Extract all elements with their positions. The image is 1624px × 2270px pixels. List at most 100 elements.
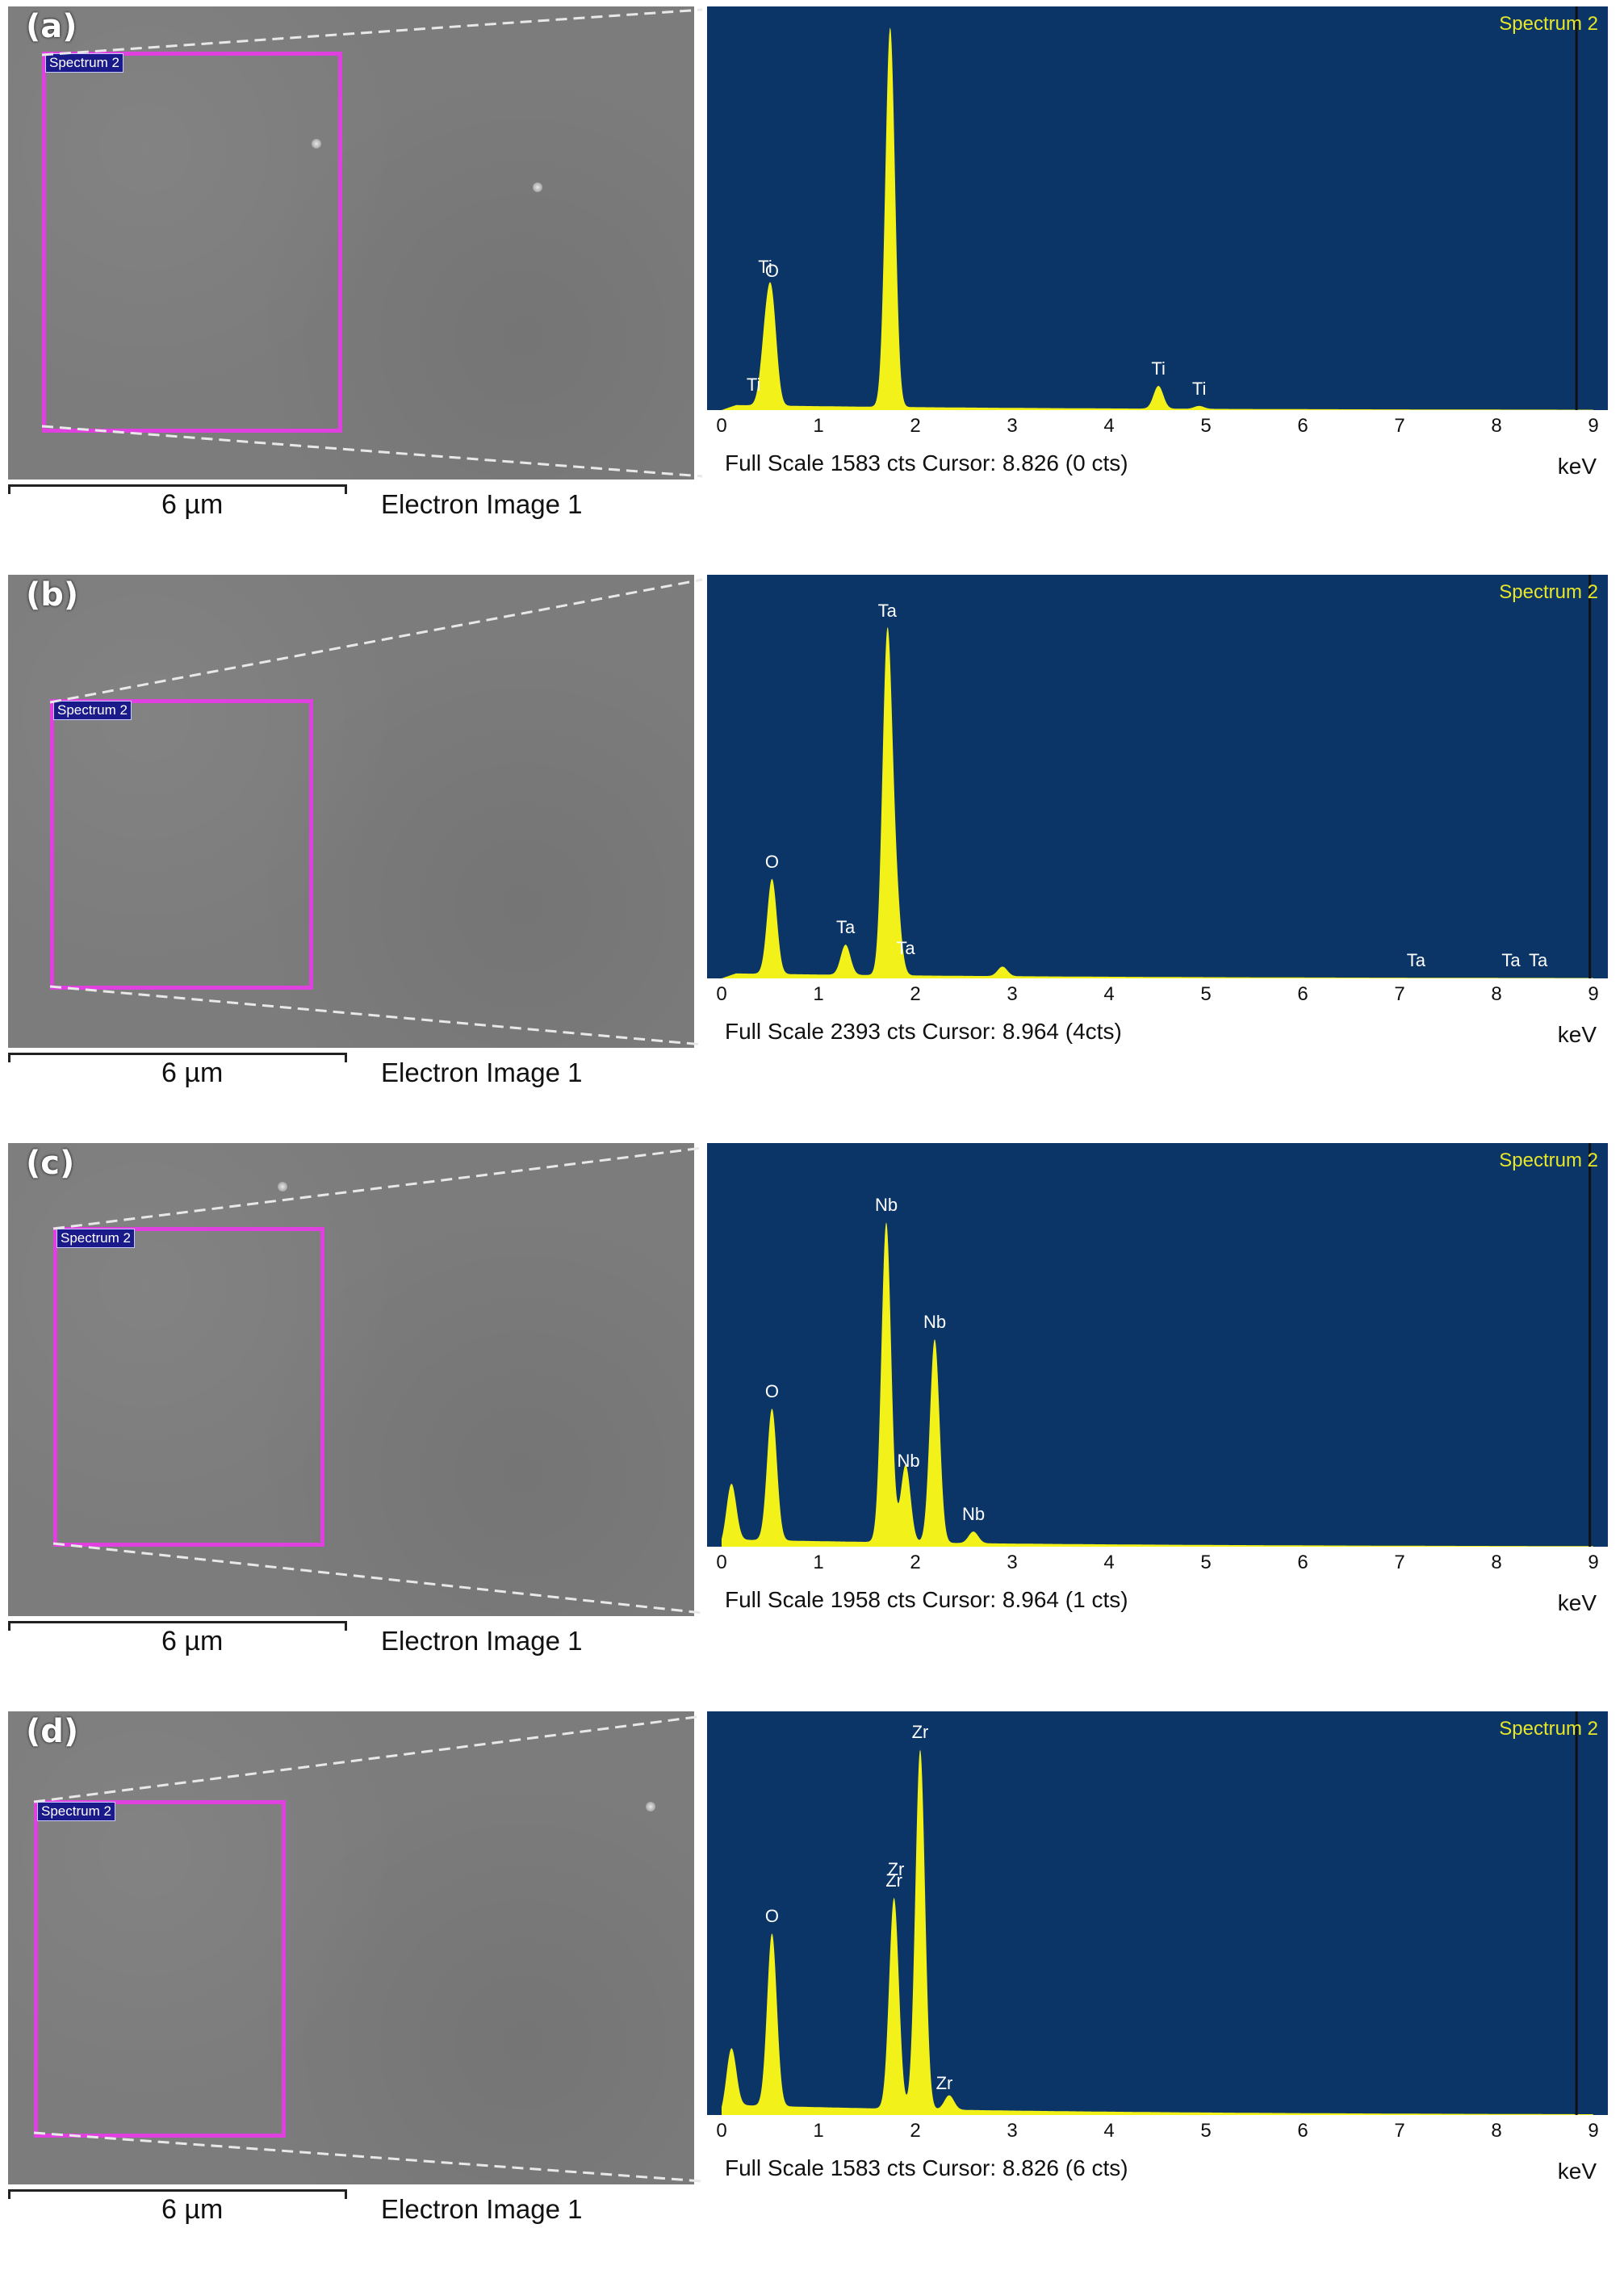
x-tick-label: 2 [910,415,921,437]
scale-bar [8,2189,347,2199]
spectrum-plot [721,6,1594,421]
element-peak-label: Ta [896,938,915,958]
x-tick-label: 4 [1103,415,1115,437]
analysis-region-box[interactable] [34,1800,286,2138]
full-scale-readout: Full Scale 1583 cts Cursor: 8.826 (6 cts… [725,2155,1128,2180]
x-tick-label: 3 [1007,2120,1018,2142]
element-peak-label: O [764,260,779,281]
element-peak-label: Ta [1406,950,1426,971]
x-tick-label: 6 [1297,1552,1308,1573]
x-tick-label: 4 [1103,983,1115,1005]
x-tick-label: 0 [716,1552,727,1573]
sem-image: (d) Spectrum 2 [8,1711,694,2184]
image-caption: Electron Image 1 [381,489,583,519]
x-tick-label: 7 [1394,983,1405,1005]
element-peak-label: Nb [923,1312,947,1333]
x-tick-label: 3 [1007,1552,1018,1573]
element-peak-label: Ta [1501,950,1521,971]
panel-d: (d) Spectrum 2 6 µm Electron Image 1 Spe… [0,1705,1624,2270]
x-tick-label: 9 [1588,983,1599,1005]
x-tick-label: 3 [1007,983,1018,1005]
x-tick-label: 9 [1588,415,1599,437]
x-axis-unit: keV [1557,1590,1597,1615]
image-caption: Electron Image 1 [381,2194,583,2224]
scale-bar-label: 6 µm [161,2194,224,2225]
element-peak-label: Zr [935,2073,953,2094]
x-tick-label: 0 [716,983,727,1005]
panel-c: (c) Spectrum 2 6 µm Electron Image 1 Spe… [0,1137,1624,1702]
full-scale-readout: Full Scale 1583 cts Cursor: 8.826 (0 cts… [725,450,1128,475]
sem-image: (a) Spectrum 2 [8,6,694,480]
particle [646,1802,655,1811]
spectrum-plot [721,1711,1594,2126]
x-tick-label: 6 [1297,415,1308,437]
panel-letter: (b) [26,576,79,614]
spectrum-title: Spectrum 2 [1499,581,1598,603]
scale-bar [8,1053,347,1062]
particle [312,139,321,149]
spectrum-title: Spectrum 2 [1499,1150,1598,1171]
full-scale-readout: Full Scale 1958 cts Cursor: 8.964 (1 cts… [725,1587,1128,1612]
eds-spectrum: Spectrum 2 Full Scale 1583 cts Cursor: 8… [707,6,1608,480]
spectrum-plot [721,1143,1594,1558]
x-tick-label: 6 [1297,983,1308,1005]
x-tick-label: 9 [1588,1552,1599,1573]
sem-image: (c) Spectrum 2 [8,1143,694,1616]
element-peak-label: Nb [874,1195,898,1216]
element-peak-label: Ti [1191,378,1207,399]
element-peak-label: Ta [1528,950,1548,971]
spectrum-area [722,1749,1593,2115]
x-axis-unit: keV [1557,454,1597,479]
x-tick-label: 5 [1200,415,1212,437]
x-axis-area: Full Scale 1583 cts Cursor: 8.826 (6 cts… [707,2115,1608,2184]
x-tick-label: 1 [813,1552,824,1573]
scale-bar-label: 6 µm [161,1058,224,1088]
x-tick-label: 8 [1491,415,1502,437]
full-scale-readout: Full Scale 2393 cts Cursor: 8.964 (4cts) [725,1019,1122,1044]
region-label: Spectrum 2 [57,1229,135,1248]
particle [533,182,542,192]
element-peak-label: Ti [1151,358,1166,379]
element-peak-label: Nb [897,1450,920,1471]
x-tick-label: 7 [1394,415,1405,437]
x-tick-label: 2 [910,2120,921,2142]
x-axis-unit: keV [1557,1022,1597,1047]
analysis-region-box[interactable] [50,699,313,990]
eds-spectrum: Spectrum 2 Full Scale 1583 cts Cursor: 8… [707,1711,1608,2184]
element-peak-label: Nb [961,1504,986,1525]
region-label: Spectrum 2 [37,1802,115,1821]
element-peak-label: O [764,1906,779,1927]
spectrum-area [722,27,1593,410]
x-axis-area: Full Scale 2393 cts Cursor: 8.964 (4cts)… [707,978,1608,1048]
spectrum-title: Spectrum 2 [1499,13,1598,35]
x-tick-label: 6 [1297,2120,1308,2142]
panel-letter: (d) [26,1713,79,1750]
x-tick-label: 4 [1103,2120,1115,2142]
x-axis-area: Full Scale 1958 cts Cursor: 8.964 (1 cts… [707,1547,1608,1616]
analysis-region-box[interactable] [53,1227,324,1547]
x-tick-label: 0 [716,2120,727,2142]
x-tick-label: 5 [1200,1552,1212,1573]
x-tick-label: 5 [1200,2120,1212,2142]
panel-letter: (c) [26,1145,75,1182]
x-tick-label: 8 [1491,1552,1502,1573]
x-axis-area: Full Scale 1583 cts Cursor: 8.826 (0 cts… [707,410,1608,480]
panel-letter: (a) [26,8,77,45]
image-caption: Electron Image 1 [381,1058,583,1087]
element-peak-label: O [764,1380,779,1401]
scale-bar-label: 6 µm [161,489,224,520]
x-tick-label: 8 [1491,983,1502,1005]
spectrum-title: Spectrum 2 [1499,1718,1598,1740]
element-peak-label: Ta [835,917,856,938]
x-tick-label: 3 [1007,415,1018,437]
element-peak-label: Ta [877,601,897,622]
spectrum-plot [721,575,1594,990]
x-tick-label: 4 [1103,1552,1115,1573]
x-tick-label: 8 [1491,2120,1502,2142]
element-peak-label: Ti [758,257,772,278]
analysis-region-box[interactable] [42,52,342,433]
x-tick-label: 1 [813,415,824,437]
x-tick-label: 1 [813,2120,824,2142]
x-tick-label: 7 [1394,2120,1405,2142]
eds-spectrum: Spectrum 2 Full Scale 2393 cts Cursor: 8… [707,575,1608,1048]
